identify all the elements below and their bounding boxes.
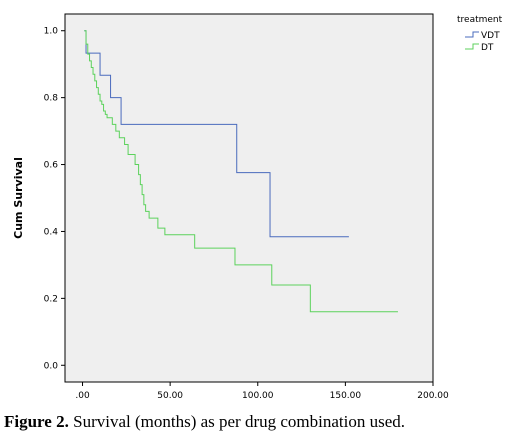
series-layer: [84, 30, 398, 313]
x-tick-label: 150.00: [330, 391, 362, 401]
legend-swatch-dt: [465, 43, 479, 50]
series-line-vdt: [84, 30, 349, 238]
y-tick-label: 1.0: [44, 27, 59, 37]
y-tick-label: 0.4: [44, 227, 59, 237]
legend-label-vdt: VDT: [481, 31, 500, 41]
survival-chart: 0.0 0.2 0.4 0.6 0.8 1.0 .00 50.00 100.00 150.00 2…: [12, 13, 503, 401]
x-tick-label: .00: [75, 391, 90, 401]
x-tick-label: 50.00: [157, 391, 183, 401]
series-line-dt: [84, 30, 398, 313]
legend: treatment VDT DT: [457, 15, 503, 53]
plot-area: [64, 13, 434, 383]
x-tick-label: 200.00: [417, 391, 449, 401]
x-axis: .00 50.00 100.00 150.00 200.00: [75, 382, 449, 401]
legend-title: treatment: [457, 15, 503, 25]
legend-swatch-vdt: [465, 31, 479, 38]
y-tick-label: 0.6: [44, 161, 59, 171]
y-axis-label: Cum Survival: [12, 157, 25, 239]
y-axis: 0.0 0.2 0.4 0.6 0.8 1.0: [44, 27, 65, 371]
figure-caption: Figure 2. Survival (months) as per drug …: [4, 412, 510, 432]
x-tick-label: 100.00: [242, 391, 274, 401]
legend-label-dt: DT: [481, 43, 494, 53]
y-tick-label: 0.0: [44, 361, 59, 371]
caption-text: Survival (months) as per drug combinatio…: [68, 412, 406, 431]
y-tick-label: 0.8: [44, 94, 59, 104]
caption-label: Figure 2.: [4, 412, 69, 431]
y-tick-label: 0.2: [44, 294, 58, 304]
